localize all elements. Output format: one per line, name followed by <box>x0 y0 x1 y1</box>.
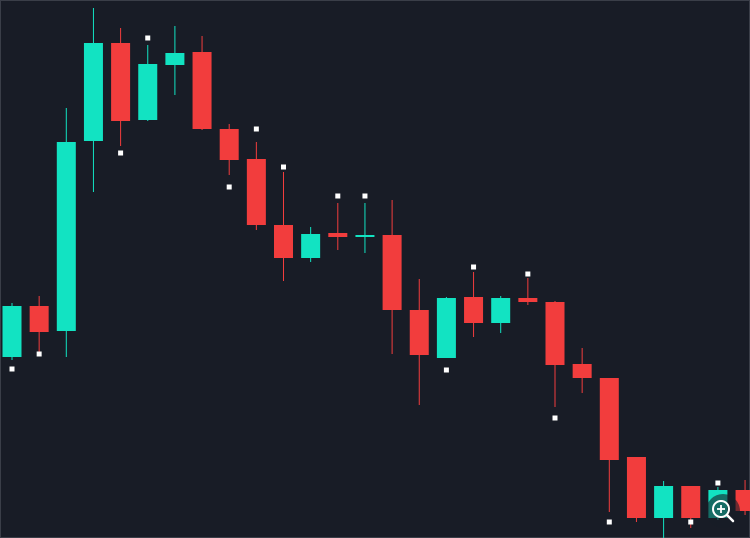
candle-body <box>518 298 538 302</box>
candle-body <box>274 225 293 258</box>
marker <box>36 351 42 357</box>
candle-body <box>111 43 131 121</box>
marker <box>688 519 694 525</box>
candle-body <box>83 43 103 141</box>
candle-body <box>56 142 76 331</box>
zoom-button[interactable] <box>706 494 740 528</box>
candle-body <box>301 234 321 258</box>
marker <box>362 193 368 199</box>
candle-body <box>246 159 266 225</box>
candle-body <box>165 53 185 65</box>
candle-body <box>138 64 158 120</box>
marker <box>471 264 477 270</box>
candle-body <box>464 297 484 323</box>
plot-area <box>2 8 750 538</box>
candle-body <box>545 302 565 365</box>
candle-body <box>491 298 511 323</box>
marker <box>606 519 612 525</box>
candle-body <box>681 486 701 518</box>
candle-body <box>219 129 239 160</box>
candle-body <box>409 310 429 355</box>
zoom-button-bg <box>706 494 740 528</box>
marker <box>226 184 232 190</box>
candle-body <box>572 364 592 378</box>
candle-body <box>192 52 212 129</box>
candle-body <box>382 235 402 310</box>
marker <box>253 126 259 132</box>
marker <box>715 480 721 486</box>
candle-body <box>654 486 674 518</box>
candle-body <box>2 306 22 357</box>
marker <box>281 164 286 170</box>
candle-body <box>328 233 348 237</box>
marker <box>443 367 449 373</box>
candle-body <box>599 378 619 460</box>
zoom-icon-lens <box>712 500 730 518</box>
marker <box>145 35 151 41</box>
candle-body <box>626 457 646 518</box>
candle-body <box>436 298 456 358</box>
zoom-icon-handle <box>725 513 735 523</box>
marker <box>552 415 558 421</box>
marker <box>9 366 15 372</box>
candle-body <box>355 235 375 237</box>
marker <box>525 271 531 277</box>
candle-body <box>29 306 49 332</box>
marker <box>335 193 341 199</box>
marker <box>118 150 124 156</box>
